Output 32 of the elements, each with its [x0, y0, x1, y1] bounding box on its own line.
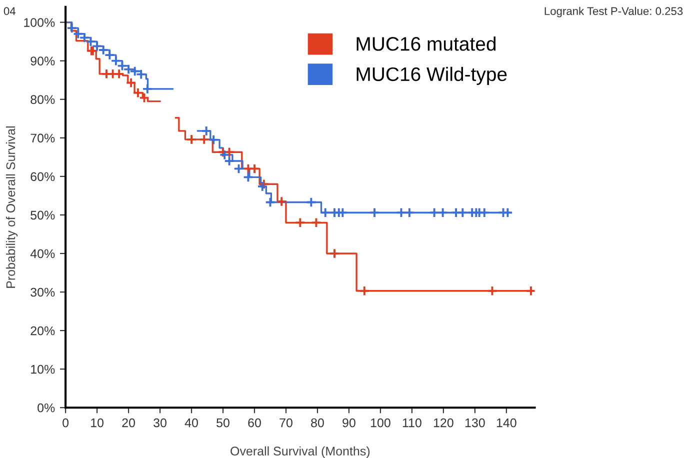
x-tick-label: 130 — [465, 418, 485, 428]
legend-label: MUC16 Wild-type — [356, 66, 507, 85]
y-axis-title: Probability of Overall Survival — [6, 126, 18, 288]
x-tick-label: 30 — [154, 418, 166, 428]
y-tick-label: 50% — [30, 210, 55, 220]
x-tick-label: 40 — [184, 418, 198, 428]
x-tick-label: 60 — [248, 418, 261, 428]
y-tick-label: 30% — [30, 288, 55, 297]
text: 04 — [4, 7, 16, 16]
x-tick-label: 120 — [434, 418, 454, 428]
x-tick-label: 20 — [122, 418, 135, 428]
x-tick-label: 10 — [91, 418, 104, 428]
y-tick-label: 90% — [30, 56, 55, 66]
x-axis-title: Overall Survival (Months) — [230, 446, 370, 458]
y-tick-label: 70% — [30, 134, 55, 143]
y-tick-label: 80% — [30, 95, 55, 104]
y-tick-label: 60% — [30, 172, 55, 182]
x-tick-label: 50 — [216, 418, 230, 428]
y-tick-label: 0% — [38, 403, 55, 412]
y-tick-label: 20% — [30, 326, 55, 336]
x-tick-label: 70 — [280, 418, 292, 428]
x-tick-label: 140 — [496, 418, 516, 428]
y-tick-label: 100% — [24, 18, 55, 27]
x-tick-label: 100 — [370, 418, 390, 428]
x-tick-label: 110 — [402, 418, 422, 428]
legend-label: MUC16 mutated — [356, 36, 496, 51]
x-tick-label: 0 — [62, 418, 69, 428]
x-tick-label: 90 — [342, 418, 356, 428]
x-tick-label: 80 — [311, 418, 324, 428]
y-tick-label: 40% — [30, 249, 55, 258]
text: Logrank Test P-Value: 0.253 — [544, 6, 683, 18]
y-tick-label: 10% — [31, 364, 55, 374]
